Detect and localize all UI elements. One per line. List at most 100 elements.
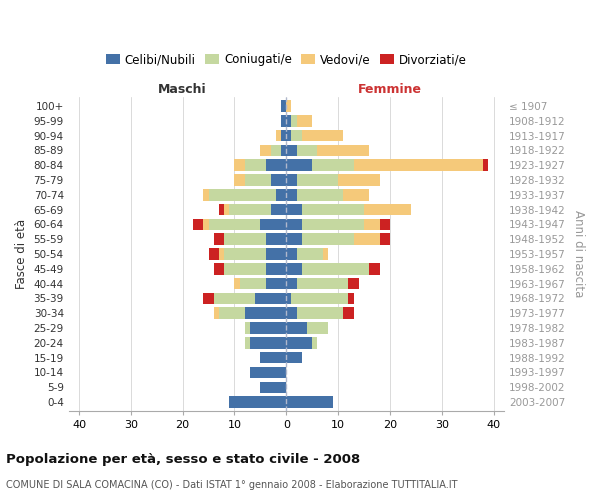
Bar (353, 160, 483, 171)
Bar (302, 204, 364, 216)
Bar (260, 218, 286, 230)
Bar (276, 189, 286, 200)
Bar (250, 337, 286, 348)
Bar (296, 189, 343, 200)
Bar (317, 144, 369, 156)
Bar (292, 115, 296, 126)
Bar (286, 234, 302, 245)
Bar (296, 115, 312, 126)
Bar (286, 396, 333, 408)
Bar (219, 204, 224, 216)
Bar (364, 204, 410, 216)
Bar (286, 130, 292, 141)
Bar (214, 263, 224, 274)
Bar (219, 308, 245, 319)
Bar (286, 204, 302, 216)
Bar (338, 174, 380, 186)
Text: Maschi: Maschi (158, 84, 207, 96)
Bar (266, 248, 286, 260)
Bar (255, 292, 286, 304)
Bar (286, 308, 296, 319)
Bar (281, 130, 286, 141)
Bar (312, 337, 317, 348)
Bar (224, 204, 229, 216)
Bar (209, 218, 260, 230)
Bar (281, 115, 286, 126)
Bar (229, 204, 271, 216)
Bar (209, 248, 219, 260)
Bar (286, 160, 312, 171)
Y-axis label: Anni di nascita: Anni di nascita (572, 210, 585, 298)
Bar (250, 366, 286, 378)
Bar (302, 263, 369, 274)
Bar (266, 160, 286, 171)
Bar (266, 278, 286, 289)
Bar (239, 278, 266, 289)
Bar (312, 160, 353, 171)
Bar (380, 218, 390, 230)
Bar (214, 234, 224, 245)
Bar (292, 292, 349, 304)
Bar (271, 144, 281, 156)
Bar (276, 130, 281, 141)
Bar (323, 248, 328, 260)
Bar (271, 204, 286, 216)
Bar (349, 292, 353, 304)
Bar (296, 278, 349, 289)
Bar (224, 263, 266, 274)
Bar (203, 292, 214, 304)
Bar (286, 115, 292, 126)
Bar (302, 234, 353, 245)
Y-axis label: Fasce di età: Fasce di età (15, 219, 28, 289)
Bar (286, 352, 302, 364)
Bar (224, 234, 266, 245)
Bar (302, 130, 343, 141)
Bar (286, 144, 296, 156)
Bar (266, 263, 286, 274)
Bar (229, 396, 286, 408)
Bar (286, 174, 296, 186)
Bar (286, 263, 302, 274)
Bar (271, 174, 286, 186)
Text: Popolazione per età, sesso e stato civile - 2008: Popolazione per età, sesso e stato civil… (6, 452, 360, 466)
Bar (286, 248, 296, 260)
Bar (296, 248, 323, 260)
Bar (260, 352, 286, 364)
Bar (260, 382, 286, 393)
Bar (214, 292, 255, 304)
Bar (193, 218, 203, 230)
Bar (245, 322, 250, 334)
Bar (286, 100, 292, 112)
Bar (209, 189, 276, 200)
Bar (296, 144, 317, 156)
Bar (286, 322, 307, 334)
Bar (203, 189, 209, 200)
Bar (245, 160, 266, 171)
Bar (349, 278, 359, 289)
Bar (286, 278, 296, 289)
Bar (302, 218, 364, 230)
Bar (364, 218, 380, 230)
Bar (235, 160, 245, 171)
Bar (286, 218, 302, 230)
Text: Femmine: Femmine (358, 84, 422, 96)
Bar (281, 144, 286, 156)
Bar (235, 278, 239, 289)
Bar (235, 174, 245, 186)
Bar (250, 322, 286, 334)
Bar (483, 160, 488, 171)
Bar (245, 308, 286, 319)
Legend: Celibi/Nubili, Coniugati/e, Vedovi/e, Divorziati/e: Celibi/Nubili, Coniugati/e, Vedovi/e, Di… (102, 50, 470, 70)
Bar (296, 308, 343, 319)
Bar (307, 322, 328, 334)
Bar (380, 234, 390, 245)
Bar (219, 248, 224, 260)
Bar (353, 234, 380, 245)
Bar (286, 189, 296, 200)
Bar (214, 308, 219, 319)
Bar (203, 218, 209, 230)
Bar (260, 144, 271, 156)
Text: COMUNE DI SALA COMACINA (CO) - Dati ISTAT 1° gennaio 2008 - Elaborazione TUTTITA: COMUNE DI SALA COMACINA (CO) - Dati ISTA… (6, 480, 458, 490)
Bar (224, 248, 266, 260)
Bar (343, 189, 369, 200)
